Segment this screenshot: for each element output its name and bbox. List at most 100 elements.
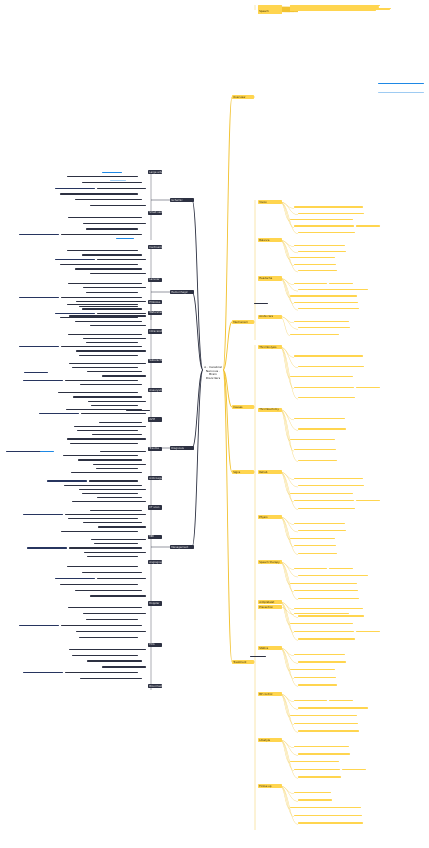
- right-sub-node[interactable]: Headache: [258, 276, 283, 281]
- right-leaf-node[interactable]: [294, 449, 337, 451]
- right-sub-node[interactable]: Lifestyle: [258, 738, 283, 743]
- left-sub-node[interactable]: Large artery: [148, 170, 163, 175]
- left-leaf-node[interactable]: [65, 379, 139, 381]
- left-leaf-node[interactable]: [102, 375, 147, 377]
- right-leaf-node[interactable]: [294, 500, 355, 502]
- highlight-node[interactable]: [116, 238, 135, 240]
- right-sub-node[interactable]: Thrombolysis: [258, 345, 283, 350]
- left-leaf-node[interactable]: [70, 442, 139, 444]
- left-leaf-node[interactable]: [76, 630, 147, 633]
- left-leaf-node[interactable]: [91, 539, 147, 541]
- right-leaf-node[interactable]: [294, 745, 350, 747]
- left-leaf-node[interactable]: [75, 268, 143, 270]
- right-sub-node[interactable]: BP control: [258, 692, 283, 697]
- left-leaf-node[interactable]: [72, 501, 147, 503]
- left-sub-node[interactable]: Lacunar: [148, 277, 163, 283]
- left-leaf-node[interactable]: [75, 589, 143, 591]
- left-leaf-node[interactable]: [68, 333, 143, 335]
- right-detail-node[interactable]: [356, 386, 381, 388]
- left-leaf-node[interactable]: [61, 296, 143, 298]
- right-detail-node[interactable]: [356, 630, 381, 632]
- right-sub-node[interactable]: Physio: [258, 515, 283, 520]
- left-leaf-node[interactable]: [86, 619, 139, 621]
- left-leaf-node[interactable]: [80, 678, 143, 680]
- right-leaf-node[interactable]: [298, 428, 347, 430]
- right-leaf-node[interactable]: [294, 768, 341, 770]
- left-sub-node[interactable]: Aneurysm: [148, 388, 163, 393]
- left-sub-node[interactable]: Doppler: [148, 601, 163, 606]
- right-sub-node[interactable]: Statins: [258, 646, 283, 651]
- right-leaf-node[interactable]: [290, 623, 354, 625]
- left-leaf-node[interactable]: [97, 259, 147, 261]
- left-leaf-node[interactable]: [76, 350, 147, 352]
- left-leaf-node[interactable]: [93, 463, 147, 465]
- right-leaf-node[interactable]: [294, 301, 359, 303]
- left-leaf-node[interactable]: [98, 526, 147, 528]
- left-leaf-node[interactable]: [68, 282, 143, 284]
- left-sub-node[interactable]: Angiography: [148, 560, 163, 565]
- right-leaf-node[interactable]: [298, 459, 338, 461]
- left-leaf-node[interactable]: [60, 583, 139, 585]
- left-leaf-node[interactable]: [80, 383, 143, 386]
- right-leaf-node[interactable]: [298, 270, 338, 272]
- left-leaf-node[interactable]: [61, 625, 143, 627]
- left-leaf-node[interactable]: [89, 480, 139, 482]
- right-leaf-node[interactable]: [298, 308, 360, 310]
- right-leaf-node[interactable]: [298, 327, 351, 329]
- right-leaf-node[interactable]: [298, 552, 338, 554]
- right-detail-node[interactable]: [356, 500, 381, 502]
- right-leaf-node[interactable]: [290, 219, 354, 221]
- left-leaf-node[interactable]: [65, 672, 139, 674]
- left-leaf-node[interactable]: [92, 434, 143, 436]
- right-sub-node[interactable]: Balance: [258, 238, 283, 243]
- left-detail-node[interactable]: [55, 187, 96, 189]
- left-branch-node[interactable]: Hemorrhagic: [170, 290, 195, 295]
- right-leaf-node[interactable]: [290, 492, 354, 494]
- left-sub-node[interactable]: AVM: [148, 417, 163, 422]
- left-leaf-node[interactable]: [82, 181, 143, 183]
- right-detail-node[interactable]: [329, 567, 354, 569]
- left-detail-node[interactable]: [23, 513, 64, 516]
- left-leaf-node[interactable]: [61, 346, 143, 348]
- right-leaf-node[interactable]: [294, 386, 355, 388]
- left-detail-node[interactable]: [19, 346, 60, 348]
- left-leaf-node[interactable]: [72, 654, 139, 656]
- left-leaf-node[interactable]: [90, 205, 147, 207]
- right-detail-node[interactable]: [354, 7, 379, 9]
- right-leaf-node[interactable]: [290, 715, 358, 717]
- section-label-node[interactable]: [250, 656, 267, 658]
- right-leaf-node[interactable]: [294, 676, 337, 678]
- right-sub-node[interactable]: Antiplatelet: [258, 600, 283, 605]
- left-branch-node[interactable]: Ischemic: [170, 198, 195, 203]
- left-sub-node[interactable]: MRI: [148, 534, 163, 540]
- left-leaf-node[interactable]: [68, 518, 139, 520]
- right-leaf-node[interactable]: [298, 799, 333, 801]
- left-leaf-node[interactable]: [75, 199, 143, 201]
- right-leaf-node[interactable]: [298, 822, 364, 824]
- right-leaf-node[interactable]: [290, 582, 358, 584]
- left-leaf-node[interactable]: [72, 367, 139, 369]
- right-leaf-node[interactable]: [290, 376, 354, 378]
- left-sub-node[interactable]: Small vessel: [148, 210, 163, 216]
- left-leaf-node[interactable]: [58, 392, 139, 394]
- left-detail-node[interactable]: [47, 480, 88, 482]
- right-leaf-node[interactable]: [290, 333, 340, 335]
- left-leaf-node[interactable]: [82, 254, 143, 256]
- right-leaf-node[interactable]: [290, 9, 332, 12]
- highlight-node[interactable]: [40, 451, 55, 453]
- left-leaf-node[interactable]: [90, 595, 147, 597]
- left-detail-node[interactable]: [23, 379, 64, 381]
- left-sub-node[interactable]: Intracerebral: [148, 329, 163, 334]
- right-leaf-node[interactable]: [294, 699, 328, 701]
- left-leaf-node[interactable]: [86, 341, 139, 344]
- left-leaf-node[interactable]: [83, 337, 147, 339]
- left-leaf-node[interactable]: [60, 193, 139, 195]
- left-leaf-node[interactable]: [100, 450, 147, 453]
- left-leaf-node[interactable]: [64, 484, 143, 486]
- left-detail-node[interactable]: [55, 259, 96, 261]
- left-sub-node[interactable]: ECG: [148, 642, 163, 647]
- right-leaf-node[interactable]: [294, 630, 355, 632]
- right-leaf-node[interactable]: [294, 653, 346, 655]
- left-sub-node[interactable]: Blood tests: [148, 684, 163, 689]
- annotation-node[interactable]: [126, 410, 151, 412]
